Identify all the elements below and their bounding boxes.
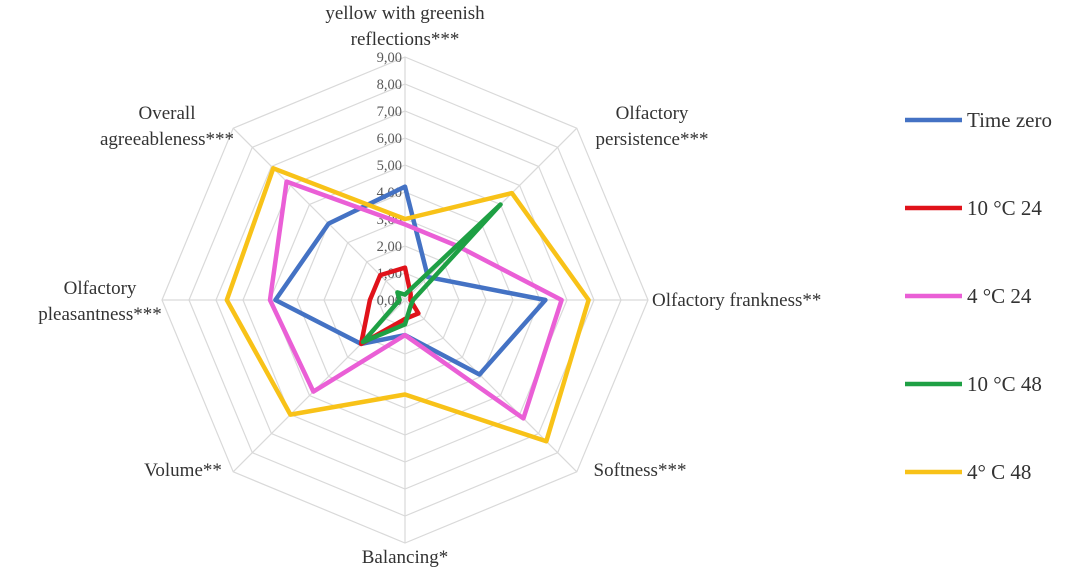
axis-label: pleasantness*** [38, 304, 161, 325]
legend-label: Time zero [967, 108, 1052, 132]
tick-label: 8,00 [377, 77, 402, 93]
legend-label: 4° C 48 [967, 460, 1031, 484]
tick-label: 9,00 [377, 50, 402, 66]
axis-label: Overall [139, 103, 196, 124]
axis-label: yellow with greenish [325, 3, 485, 24]
series-line [267, 179, 564, 421]
axis-label: Softness*** [594, 460, 687, 481]
axis-label: persistence*** [596, 129, 709, 150]
axis-label: Balancing* [362, 547, 449, 568]
series-line [360, 202, 503, 345]
axis-label: Olfactory [64, 278, 137, 299]
axis-label: agreeableness*** [100, 129, 234, 150]
axis-spoke [232, 127, 406, 301]
axis-label: Volume** [144, 460, 222, 481]
tick-label: 7,00 [377, 104, 402, 120]
axis-labels: yellow with greenish reflections*** Olfact… [38, 3, 821, 568]
tick-label: 6,00 [377, 131, 402, 147]
tick-label: 2,00 [377, 239, 402, 255]
radar-grid [161, 56, 649, 544]
series-lines [224, 166, 591, 444]
legend-label: 10 °C 48 [967, 372, 1042, 396]
axis-label: Olfactory [616, 103, 689, 124]
axis-spoke [404, 299, 578, 473]
tick-label: 5,00 [377, 158, 402, 174]
legend-label: 4 °C 24 [967, 284, 1032, 308]
axis-label: reflections*** [351, 29, 460, 50]
legend: Time zero 10 °C 24 4 °C 24 10 °C 48 4° C 48 [905, 108, 1052, 484]
axis-label: Olfactory frankness** [652, 290, 821, 311]
series-line [224, 166, 591, 444]
legend-label: 10 °C 24 [967, 196, 1042, 220]
